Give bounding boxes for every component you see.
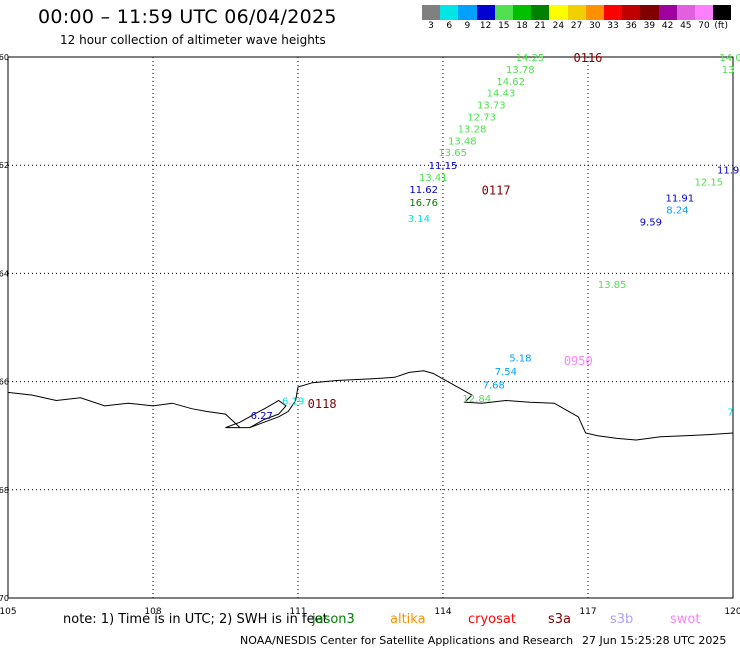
legend-swatch (458, 5, 477, 20)
wave-height-value: 13 (722, 65, 735, 76)
wave-height-value: 9.59 (640, 217, 662, 228)
legend-label: 21 (534, 21, 546, 31)
orbit-label: 0118 (308, 397, 337, 411)
wave-height-value: 14.62 (496, 77, 525, 88)
wave-height-value: 13.41 (419, 173, 448, 184)
wave-height-value: 14.0 (719, 53, 740, 64)
legend-label: 30 (589, 21, 601, 31)
legend-label: 42 (661, 21, 674, 31)
y-tick-label: -64 (0, 269, 9, 278)
footer-credit: NOAA/NESDIS Center for Satellite Applica… (240, 634, 574, 647)
wave-height-value: 6.19 (282, 397, 304, 408)
x-tick-label: 105 (0, 607, 17, 617)
satellite-jason3: jason3 (312, 612, 355, 627)
satellite-s3b: s3b (610, 612, 634, 627)
satellite-cryosat: cryosat (468, 612, 516, 627)
wave-height-value: 11.15 (429, 161, 458, 172)
legend-swatch (622, 5, 641, 20)
page-title: 00:00 – 11:59 UTC 06/04/2025 (38, 6, 337, 28)
satellite-altika: altika (390, 612, 426, 627)
legend-swatch (531, 5, 550, 20)
legend-label: 70 (698, 21, 710, 31)
wave-height-value: 13.85 (598, 280, 627, 291)
legend-label: 27 (570, 21, 583, 31)
legend-label: 3 (428, 21, 434, 31)
page-subtitle: 12 hour collection of altimeter wave hei… (60, 33, 326, 47)
legend-swatch (713, 5, 732, 20)
orbit-label: 0950 (564, 354, 593, 368)
legend-swatch (422, 5, 441, 20)
wave-height-value: 13.73 (477, 101, 506, 112)
x-tick-label: 120 (724, 607, 740, 617)
coastline (7, 370, 734, 441)
legend-label: 36 (625, 21, 637, 31)
orbit-label: 0116 (574, 51, 603, 65)
wave-height-value: 13.28 (458, 124, 487, 135)
wave-height-value: 6.27 (251, 411, 273, 422)
y-tick-label: -60 (0, 53, 9, 62)
legend-label: 18 (516, 21, 528, 31)
wave-height-value: 13.65 (438, 148, 467, 159)
wave-height-value: 14.25 (516, 53, 545, 64)
wave-height-value: 11.62 (409, 185, 438, 196)
wave-height-value: 13.78 (506, 65, 535, 76)
legend-swatch (476, 5, 495, 20)
map-frame (7, 56, 734, 599)
x-tick-label: 108 (144, 607, 161, 617)
x-tick-label: 114 (434, 607, 451, 617)
note-text: note: 1) Time is in UTC; 2) SWH is in fe… (63, 612, 328, 627)
wave-height-value: 12.84 (463, 394, 492, 405)
legend-swatch (676, 5, 695, 20)
legend-swatch (658, 5, 677, 20)
legend-label: 45 (680, 21, 692, 31)
legend-swatch (640, 5, 659, 20)
legend-swatch (567, 5, 586, 20)
orbit-label: 0117 (482, 184, 511, 198)
legend-label: 12 (479, 21, 492, 31)
satellite-s3a: s3a (548, 612, 572, 627)
y-tick-label: -62 (0, 161, 9, 170)
x-tick-label: 117 (579, 607, 596, 617)
legend-swatch (494, 5, 513, 20)
wave-height-value: 14.43 (487, 89, 516, 100)
y-tick-label: -66 (0, 378, 9, 387)
wave-height-value: 12.15 (695, 177, 724, 188)
wave-height-value: 7.68 (483, 380, 505, 391)
wave-height-value: 13.48 (448, 136, 477, 147)
legend-label: 39 (643, 21, 656, 31)
wave-height-value: 16.76 (409, 198, 438, 209)
legend-unit: (ft) (714, 21, 728, 31)
wave-height-value: 12.73 (467, 113, 496, 124)
footer-timestamp: 27 Jun 15:25:28 UTC 2025 (582, 634, 727, 647)
legend-label: 24 (552, 21, 565, 31)
coastline-inlet (225, 399, 287, 429)
legend-swatch (604, 5, 623, 20)
x-tick-label: 111 (289, 607, 306, 617)
wave-height-value: 7 (727, 407, 733, 418)
wave-height-value: 8.24 (666, 206, 688, 217)
wave-height-value: 11.9 (717, 166, 739, 177)
legend-swatch (440, 5, 459, 20)
legend-swatch (549, 5, 568, 20)
legend-label: 33 (607, 21, 619, 31)
wave-height-value: 11.91 (666, 194, 695, 205)
satellite-swot: swot (670, 612, 701, 627)
wave-height-value: 5.18 (509, 353, 531, 364)
wave-height-value: 7.54 (495, 367, 517, 378)
legend-swatch (513, 5, 532, 20)
legend-swatch (695, 5, 714, 20)
y-tick-label: -68 (0, 486, 9, 495)
wave-height-value: 3.14 (408, 214, 430, 225)
legend-label: 6 (446, 21, 453, 31)
legend-label: 9 (464, 21, 471, 31)
y-tick-label: -70 (0, 594, 9, 603)
legend-label: 15 (498, 21, 510, 31)
legend-swatch (585, 5, 604, 20)
